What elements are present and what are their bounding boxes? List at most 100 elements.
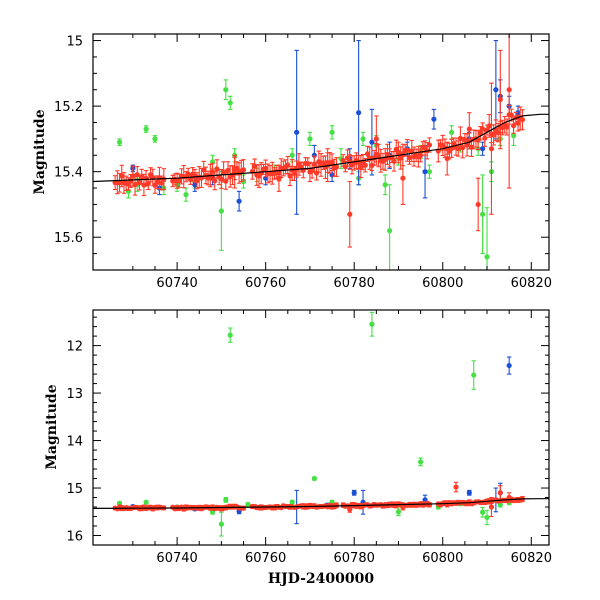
red-data-point bbox=[313, 165, 320, 181]
blue-data-point bbox=[466, 489, 472, 496]
red-data-point bbox=[382, 148, 388, 171]
green-data-point bbox=[360, 131, 366, 146]
green-data-point bbox=[369, 311, 375, 337]
top-y-axis-label: Magnitude bbox=[32, 109, 48, 194]
top-panel: 60740 60760 60780 60800 60820 15 15.2 15.4 15.6 bbox=[54, 33, 552, 291]
red-data-point bbox=[495, 122, 501, 143]
red-data-point bbox=[373, 115, 379, 163]
red-data-point bbox=[375, 143, 382, 168]
red-data-point bbox=[426, 501, 433, 508]
x-tick-label: 60740 bbox=[156, 551, 197, 566]
red-data-point bbox=[426, 137, 433, 153]
x-tick-label: 60760 bbox=[245, 551, 286, 566]
plot-area bbox=[93, 34, 549, 270]
y-tick-label: 12 bbox=[66, 340, 83, 355]
green-data-point bbox=[289, 499, 295, 505]
red-data-point bbox=[333, 502, 340, 509]
x-tick-label: 60780 bbox=[334, 276, 375, 291]
green-data-point bbox=[245, 502, 251, 508]
blue-data-point bbox=[431, 108, 437, 130]
red-data-point bbox=[457, 126, 464, 151]
red-data-point bbox=[311, 155, 317, 173]
red-data-point bbox=[344, 149, 351, 167]
red-data-point bbox=[209, 162, 216, 181]
plot-frame bbox=[92, 309, 550, 546]
red-data-point bbox=[276, 164, 282, 192]
green-data-point bbox=[152, 135, 158, 143]
green-data-point bbox=[395, 507, 402, 517]
red-data-point bbox=[347, 505, 353, 513]
green-data-point bbox=[329, 125, 335, 140]
red-data-point bbox=[240, 159, 247, 181]
y-tick-label: 15.6 bbox=[54, 231, 83, 246]
y-tick-label: 15.2 bbox=[54, 100, 83, 115]
green-data-point bbox=[479, 174, 486, 255]
red-data-point bbox=[347, 180, 353, 248]
x-tick-label: 60800 bbox=[422, 276, 463, 291]
red-data-point bbox=[400, 151, 406, 205]
green-data-point bbox=[479, 506, 486, 518]
x-tick-label: 60820 bbox=[511, 551, 552, 566]
x-axis-label: HJD-2400000 bbox=[268, 571, 375, 587]
trend-curve bbox=[93, 113, 549, 183]
red-data-point bbox=[519, 109, 526, 131]
red-data-point bbox=[333, 157, 340, 177]
y-tick-label: 13 bbox=[66, 387, 83, 402]
trend-curve bbox=[93, 498, 549, 509]
bottom-panel: 60740 60760 60780 60800 60820 12 13 14 15 16 bbox=[66, 309, 552, 566]
y-tick-label: 15 bbox=[66, 35, 83, 50]
blue-data-point bbox=[236, 190, 242, 212]
y-tick-label: 15 bbox=[66, 482, 83, 497]
y-tick-label: 15.4 bbox=[54, 166, 83, 181]
red-data-point bbox=[227, 165, 233, 188]
x-tick-label: 60820 bbox=[511, 276, 552, 291]
red-data-point bbox=[223, 172, 229, 190]
red-data-point bbox=[475, 177, 481, 232]
green-data-point bbox=[418, 457, 424, 467]
red-data-point bbox=[506, 34, 512, 189]
red-data-point bbox=[451, 137, 457, 150]
green-data-point bbox=[471, 360, 477, 390]
x-tick-label: 60800 bbox=[422, 551, 463, 566]
green-data-point bbox=[223, 496, 229, 503]
plot-area bbox=[93, 311, 549, 537]
green-data-point bbox=[311, 475, 317, 482]
red-data-point bbox=[506, 492, 512, 503]
green-data-point bbox=[307, 131, 313, 146]
plot-frame bbox=[92, 33, 550, 271]
red-data-point bbox=[395, 141, 402, 164]
green-data-point bbox=[426, 164, 433, 179]
green-data-point bbox=[223, 79, 229, 101]
green-data-point bbox=[116, 138, 123, 146]
y-tick-label: 16 bbox=[66, 530, 83, 545]
red-data-point bbox=[466, 112, 472, 146]
blue-data-point bbox=[506, 356, 512, 375]
red-data-point bbox=[185, 167, 191, 181]
red-data-point bbox=[240, 505, 247, 511]
x-tick-label: 60780 bbox=[334, 551, 375, 566]
red-data-point bbox=[409, 139, 415, 163]
y-tick-label: 14 bbox=[66, 435, 83, 450]
red-data-point bbox=[497, 485, 503, 501]
red-data-point bbox=[139, 168, 145, 185]
green-data-point bbox=[227, 95, 233, 110]
x-tick-label: 60740 bbox=[156, 276, 197, 291]
green-data-point bbox=[449, 125, 455, 140]
green-data-point bbox=[218, 511, 224, 537]
green-data-point bbox=[382, 174, 388, 196]
green-data-point bbox=[143, 499, 149, 505]
green-data-point bbox=[484, 509, 490, 526]
bottom-y-axis-label: Magnitude bbox=[44, 384, 60, 469]
blue-data-point bbox=[294, 49, 300, 215]
green-data-point bbox=[484, 207, 490, 270]
red-data-point bbox=[325, 148, 331, 183]
green-data-point bbox=[143, 125, 149, 133]
red-data-point bbox=[369, 159, 375, 172]
red-data-point bbox=[232, 154, 238, 189]
red-data-point bbox=[358, 154, 364, 179]
green-data-point bbox=[387, 184, 393, 270]
red-data-point bbox=[453, 481, 459, 493]
green-data-point bbox=[183, 187, 189, 202]
x-tick-label: 60760 bbox=[245, 276, 286, 291]
